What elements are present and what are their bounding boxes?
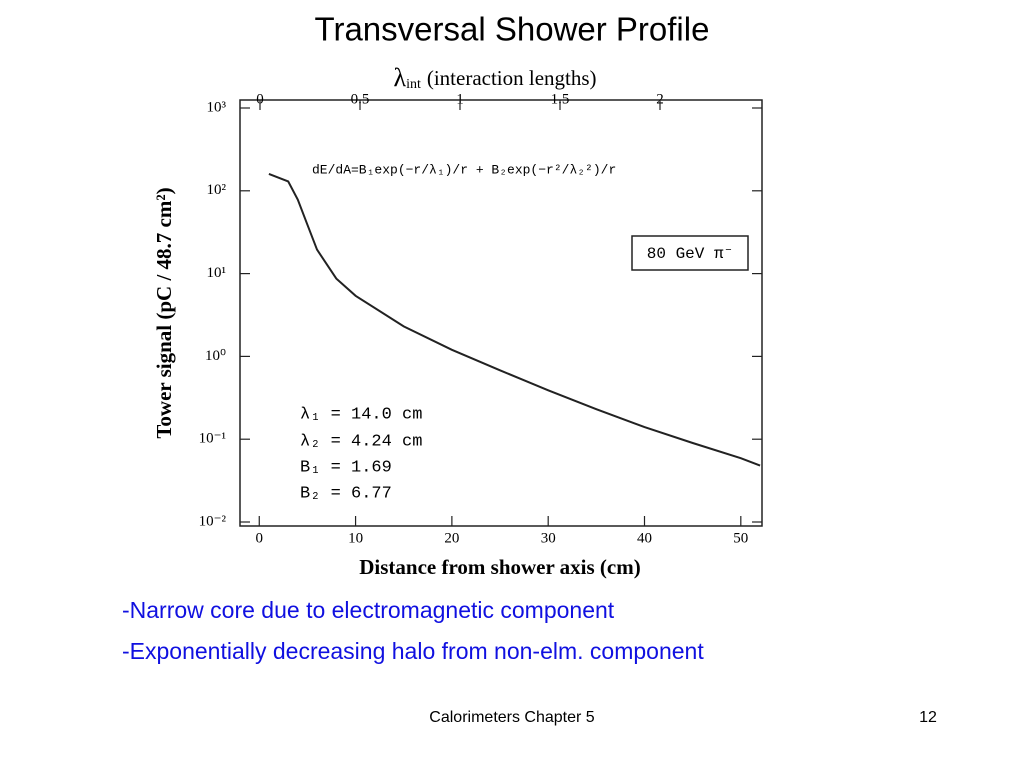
y-tick-label: 10³ (207, 99, 227, 115)
x2-tick-label: 1.5 (551, 91, 570, 107)
legend-box (631, 235, 749, 271)
x-tick-label: 40 (637, 530, 652, 546)
parameter: λ₂ = 4.24 cm (300, 432, 422, 451)
legend-text: 80 GeV π⁻ (647, 245, 733, 263)
fit-line (268, 172, 761, 467)
x-tick-label: 20 (444, 530, 459, 546)
bullet: -Exponentially decreasing halo from non-… (122, 638, 704, 664)
parameter: λ₁ = 14.0 cm (300, 405, 422, 424)
parameter: B₂ = 6.77 (300, 484, 392, 503)
y-tick-label: 10⁰ (205, 348, 226, 364)
footer: Calorimeters Chapter 5 (429, 709, 595, 726)
x-tick-label: 10 (348, 530, 363, 546)
x2-tick-label: 0.5 (351, 91, 370, 107)
parameter: B₁ = 1.69 (300, 458, 392, 477)
x2-axis-label: λint (interaction lengths) (393, 63, 596, 92)
x2-tick-label: 2 (656, 91, 664, 107)
y-tick-label: 10⁻¹ (199, 431, 226, 447)
bullet: -Narrow core due to electromagnetic comp… (122, 597, 615, 623)
y-axis-label: Tower signal (pC / 48.7 cm²) (152, 187, 176, 438)
formula: dE/dA=B₁exp(−r/λ₁)/r + B₂exp(−r²/λ₂²)/r (312, 162, 616, 177)
x2-tick-label: 0 (256, 91, 264, 107)
x-tick-label: 0 (256, 530, 264, 546)
plot-frame (239, 99, 763, 527)
y-tick-label: 10⁻² (199, 513, 227, 529)
y-tick-label: 10¹ (207, 265, 227, 281)
y-tick-label: 10² (207, 182, 227, 198)
x-axis-label: Distance from shower axis (cm) (359, 555, 641, 579)
x-tick-label: 50 (733, 530, 748, 546)
x-tick-label: 30 (541, 530, 556, 546)
slide-title: Transversal Shower Profile (315, 11, 710, 48)
page-number: 12 (919, 709, 937, 726)
x2-tick-label: 1 (456, 91, 464, 107)
